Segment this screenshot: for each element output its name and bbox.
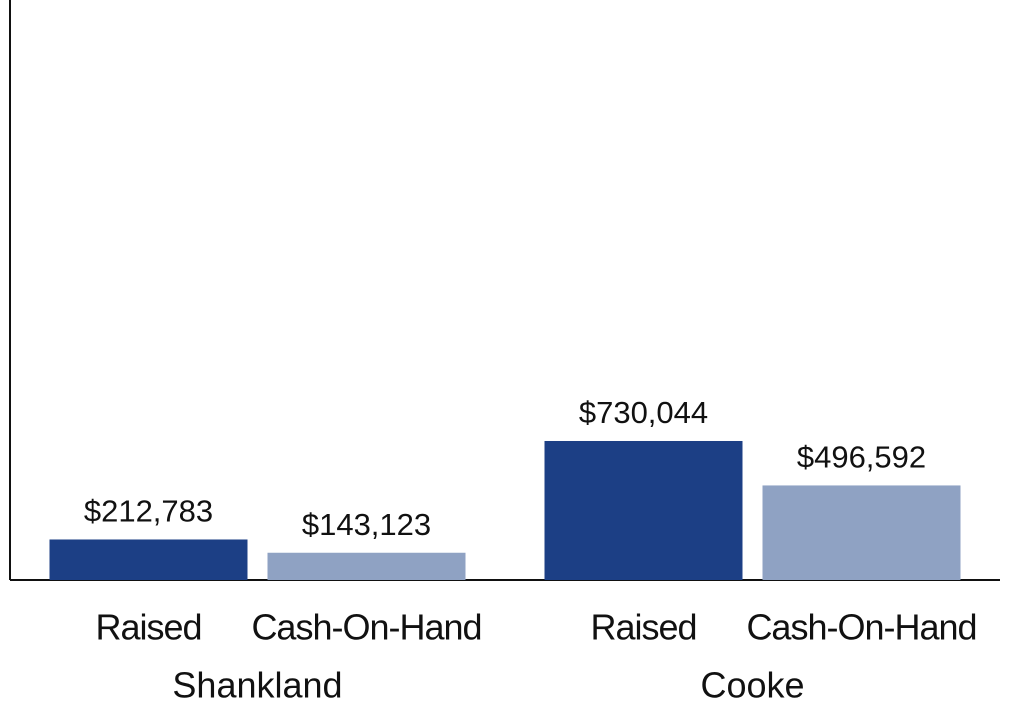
- series-label: Cash-On-Hand: [746, 607, 976, 648]
- value-label: $143,123: [302, 507, 431, 542]
- value-label: $730,044: [579, 395, 708, 430]
- series-label: Cash-On-Hand: [251, 607, 481, 648]
- value-label: $212,783: [84, 494, 213, 529]
- value-label: $496,592: [797, 440, 926, 475]
- series-label: Raised: [590, 607, 696, 648]
- bar: [267, 552, 466, 580]
- category-label: Shankland: [172, 665, 342, 705]
- category-label: Cooke: [700, 665, 804, 705]
- bar: [762, 485, 961, 580]
- bar: [49, 539, 248, 580]
- bar: [544, 440, 743, 580]
- series-label: Raised: [95, 607, 201, 648]
